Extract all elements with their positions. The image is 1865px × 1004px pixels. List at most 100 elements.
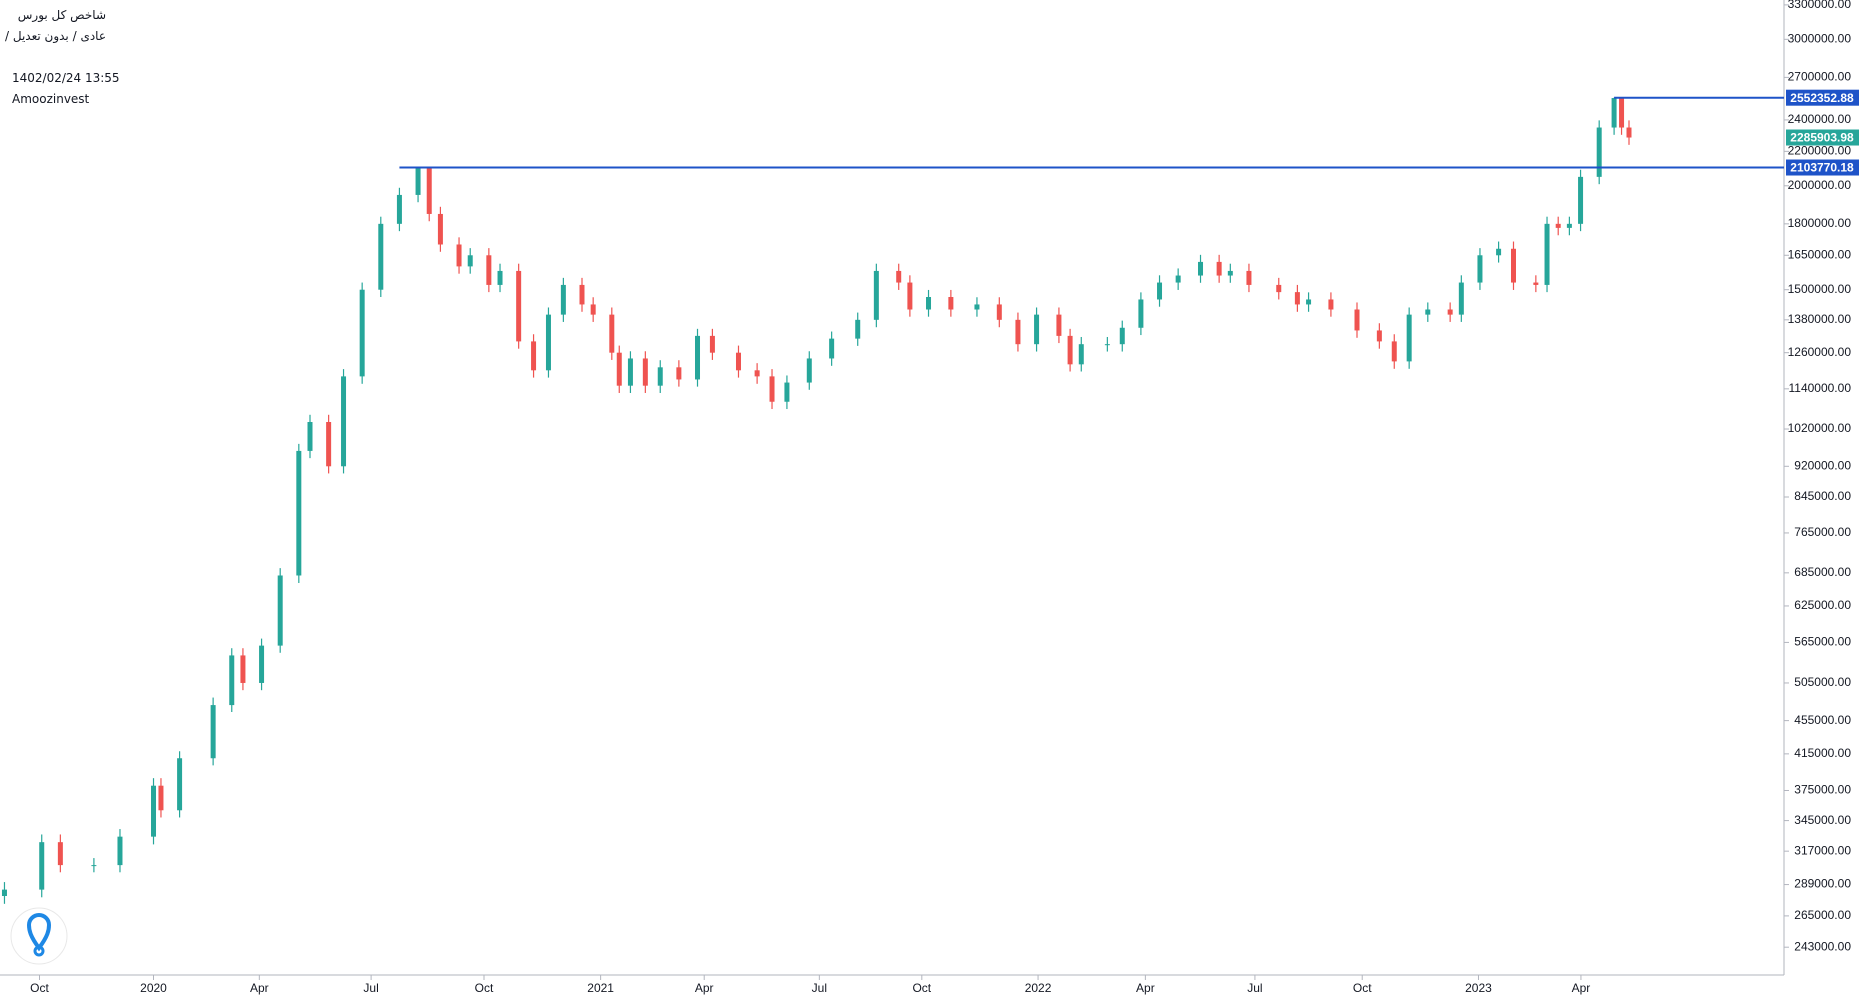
candle-body	[996, 304, 1002, 320]
candle-body	[396, 194, 402, 224]
y-tick-label: 3000000.00	[1788, 31, 1852, 45]
candle-body	[117, 836, 123, 866]
candle-body	[91, 865, 97, 867]
candle-body	[229, 655, 235, 706]
y-tick-label: 317000.00	[1794, 843, 1851, 857]
candle-body	[1596, 127, 1602, 177]
y-tick-label: 415000.00	[1794, 746, 1851, 760]
candle-body	[1056, 314, 1062, 336]
y-tick-label: 455000.00	[1794, 713, 1851, 727]
y-tick-label: 685000.00	[1794, 565, 1851, 579]
logo	[10, 907, 68, 965]
candle-body	[896, 270, 902, 283]
candle-body	[1246, 270, 1252, 285]
candle-body	[1477, 255, 1483, 283]
candle-body	[359, 289, 365, 377]
y-tick-label: 265000.00	[1794, 908, 1851, 922]
x-tick-label: Oct	[1353, 981, 1372, 995]
candle-body	[806, 358, 812, 383]
candle-body	[1138, 299, 1144, 328]
candle-body	[467, 255, 473, 267]
candle-body	[1216, 261, 1222, 276]
candle-body	[695, 335, 701, 380]
candle-body	[39, 842, 45, 890]
candle-body	[769, 376, 775, 402]
x-tick-label: 2022	[1025, 981, 1052, 995]
candle-body	[948, 297, 954, 310]
candle-body	[1458, 282, 1464, 315]
candle-body	[1619, 98, 1625, 128]
candle-body	[1015, 319, 1021, 345]
last-price-bg	[1786, 129, 1859, 146]
candle-body	[57, 842, 63, 866]
candle-body	[158, 785, 164, 811]
last-price-label: 2285903.98	[1790, 131, 1854, 145]
x-tick-label: 2023	[1465, 981, 1492, 995]
candle-body	[1294, 292, 1300, 305]
y-tick-label: 1380000.00	[1788, 312, 1852, 326]
candle-body	[829, 338, 835, 359]
y-tick-label: 1140000.00	[1788, 381, 1851, 395]
y-tick-label: 1020000.00	[1788, 421, 1852, 435]
candle-body	[907, 282, 913, 310]
y-tick-label: 243000.00	[1794, 939, 1851, 953]
y-tick-label: 2000000.00	[1788, 178, 1852, 192]
candle-body	[1544, 223, 1550, 285]
y-tick-label: 625000.00	[1794, 598, 1851, 612]
candle-body	[1376, 330, 1382, 342]
candle-body	[974, 304, 980, 310]
candle-body	[873, 270, 879, 320]
candle-body	[1306, 299, 1312, 305]
x-tick-label: Apr	[1572, 981, 1591, 995]
candle-body	[1157, 282, 1163, 300]
y-tick-label: 2700000.00	[1788, 70, 1852, 84]
chart-title: شاخص کل بورس	[17, 8, 106, 22]
y-tick-label: 1800000.00	[1788, 216, 1852, 230]
candle-body	[560, 284, 566, 315]
candle-body	[486, 255, 492, 285]
candle-body	[1510, 248, 1516, 283]
y-tick-label: 845000.00	[1794, 489, 1851, 503]
candle-body	[415, 168, 421, 195]
candle-body	[516, 270, 522, 342]
y-tick-label: 3300000.00	[1788, 0, 1852, 11]
candle-body	[456, 244, 462, 267]
x-tick-label: Jul	[363, 981, 378, 995]
candle-body	[616, 352, 622, 386]
candle-body	[1198, 261, 1204, 276]
candle-body	[1626, 127, 1632, 138]
timestamp: 1402/02/24 13:55	[12, 71, 120, 85]
y-tick-label: 345000.00	[1794, 813, 1851, 827]
candle-body	[341, 376, 347, 467]
candle-body	[1611, 98, 1617, 128]
x-tick-label: 2020	[140, 981, 167, 995]
candle-body	[497, 270, 503, 285]
candle-body	[784, 382, 790, 402]
y-tick-label: 920000.00	[1794, 458, 1851, 472]
x-tick-label: Apr	[1136, 981, 1155, 995]
candle-body	[1533, 282, 1539, 285]
candle-body	[296, 450, 302, 576]
y-tick-label: 2400000.00	[1788, 112, 1852, 126]
candle-body	[1566, 223, 1572, 228]
x-tick-label: Jul	[1247, 981, 1262, 995]
x-tick-label: Oct	[912, 981, 931, 995]
level-label: 2103770.18	[1790, 161, 1854, 175]
level-label-bg	[1786, 159, 1859, 176]
x-tick-label: Apr	[250, 981, 269, 995]
candle-body	[277, 575, 283, 646]
candle-body	[1067, 335, 1073, 365]
candle-body	[1175, 275, 1181, 283]
candle-body	[437, 213, 443, 245]
candle-body	[545, 314, 551, 371]
y-tick-label: 765000.00	[1794, 525, 1851, 539]
candle-body	[1276, 284, 1282, 293]
candle-body	[1, 889, 7, 897]
watermark: Amoozinvest	[12, 92, 90, 106]
candle-body	[1328, 299, 1334, 310]
candle-body	[1496, 248, 1502, 256]
y-tick-label: 505000.00	[1794, 675, 1851, 689]
level-label: 2552352.88	[1790, 91, 1854, 105]
